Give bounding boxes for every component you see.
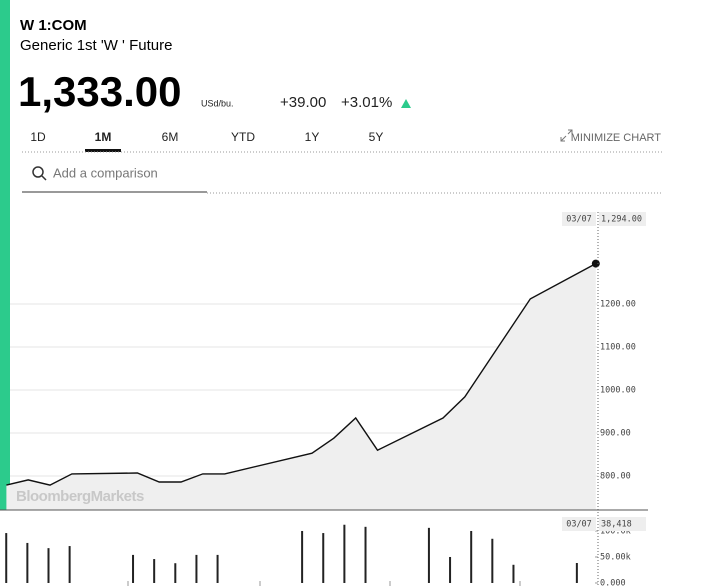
unit: USd/bu.: [201, 98, 234, 108]
area: [6, 263, 596, 510]
accent-bar: [0, 0, 10, 510]
y-tick-label: 1000.00: [600, 386, 636, 396]
volume-bar: [47, 548, 50, 583]
y-tick-label: 0.000: [600, 578, 626, 586]
volume-bar: [491, 538, 494, 583]
cursor-value-box: [599, 212, 646, 226]
volume-bar: [449, 556, 452, 583]
volume-bar: [343, 524, 346, 583]
volume-bar: [470, 530, 473, 583]
y-tick-label: 1100.00: [600, 343, 636, 353]
ticker: W 1:COM: [20, 17, 87, 34]
volume-bar: [216, 554, 219, 583]
security-name: Generic 1st 'W ' Future: [20, 37, 172, 54]
cursor-date-box: [562, 212, 596, 226]
tab[interactable]: 1D: [30, 130, 46, 144]
tab[interactable]: YTD: [231, 130, 255, 144]
last-point: [591, 259, 600, 268]
tab[interactable]: 5Y: [369, 130, 384, 144]
volume-bar: [301, 530, 304, 583]
change: +39.00: [280, 94, 326, 111]
y-tick-label: 1200.00: [600, 300, 636, 310]
change-pct: +3.01%: [341, 94, 392, 111]
volume-bar: [26, 542, 29, 583]
volume-bar: [132, 554, 135, 583]
tabs: 1D 1M 6M YTD 1Y 5Y: [30, 130, 383, 152]
volume-bar: [174, 563, 177, 583]
volume-bar: [512, 564, 515, 583]
cursor-date-box: [562, 517, 596, 531]
cursor-date: 03/07: [566, 520, 592, 530]
search-icon-handle: [41, 175, 47, 181]
price-line: [6, 262, 597, 486]
y-tick-label: 50.00k: [600, 552, 631, 562]
minimize-icon: [560, 129, 573, 142]
watermark: BloombergMarkets: [16, 488, 144, 505]
y-tick-label: 900.00: [600, 429, 631, 439]
volume-bar: [195, 554, 198, 583]
search-icon: [32, 166, 44, 178]
price: 1,333.00: [18, 68, 182, 115]
tab-underline: [85, 149, 121, 152]
up-arrow: [401, 99, 411, 108]
volume-bar: [68, 546, 71, 583]
minimize-chart[interactable]: MINIMIZE CHART: [571, 132, 662, 144]
tab[interactable]: 1Y: [305, 130, 320, 144]
cursor-date: 03/07: [566, 215, 592, 225]
volume-bar: [153, 559, 156, 583]
chart: 800.00 900.00 1000.00 1100.00 1200.00 Bloombe…: [0, 212, 648, 586]
search-input[interactable]: Add a comparison: [53, 165, 158, 180]
volume-bar: [322, 533, 325, 583]
volume-bar: [364, 526, 367, 583]
y-tick-label: 100.0k: [600, 526, 631, 536]
tab[interactable]: 6M: [162, 130, 179, 144]
cursor-value: 1,294.00: [601, 215, 642, 225]
volume-bar: [5, 533, 8, 583]
tab[interactable]: 1M: [95, 130, 112, 144]
cursor-value: 38,418: [601, 520, 632, 530]
cursor-value-box: [599, 517, 646, 531]
y-tick-label: 800.00: [600, 472, 631, 482]
volume-bar: [575, 563, 578, 583]
volume-bar: [427, 527, 430, 583]
